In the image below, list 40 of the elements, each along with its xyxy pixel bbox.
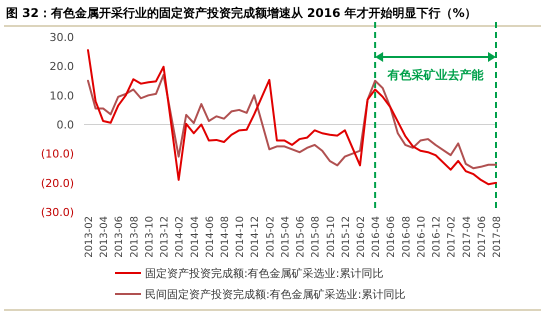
x-tick-label: 2017-02 xyxy=(446,216,458,258)
x-tick-label: 2014-12 xyxy=(250,216,262,258)
y-tick-label: (20.0) xyxy=(40,176,74,190)
y-tick-label: 10.0 xyxy=(50,89,74,102)
x-tick-label: 2013-12 xyxy=(160,216,171,258)
x-tick-label: 2015-12 xyxy=(340,216,352,258)
y-tick-label: 30.0 xyxy=(50,31,74,44)
x-tick-label: 2014-06 xyxy=(204,216,216,258)
x-tick-label: 2016-06 xyxy=(386,216,398,258)
x-tick-label: 2013-10 xyxy=(144,216,156,258)
x-tick-label: 2016-04 xyxy=(371,216,382,258)
legend-label: 固定资产投资完成额:有色金属矿采选业:累计同比 xyxy=(145,267,384,280)
x-tick-label: 2015-08 xyxy=(310,216,322,258)
x-tick-label: 2015-02 xyxy=(265,216,276,258)
x-tick-label: 2015-06 xyxy=(296,216,307,258)
x-tick-label: 2016-02 xyxy=(356,216,367,258)
x-tick-label: 2016-10 xyxy=(416,216,428,258)
legend-label: 民间固定资产投资完成额:有色金属矿采选业:累计同比 xyxy=(145,288,406,301)
line-series xyxy=(87,49,497,186)
x-tick-label: 2017-04 xyxy=(462,216,473,258)
chart-title: 图 32：有色金属开采行业的固定资产投资完成额增速从 2016 年才开始明显下行（%） xyxy=(6,6,477,20)
y-tick-label: 0.0 xyxy=(56,118,74,132)
x-tick-label: 2013-02 xyxy=(84,216,95,258)
x-tick-label: 2016-12 xyxy=(432,216,443,258)
x-tick-label: 2014-02 xyxy=(174,216,186,258)
x-tick-label: 2014-10 xyxy=(235,216,246,258)
x-tick-label: 2013-06 xyxy=(114,216,126,258)
y-tick-label: 20.0 xyxy=(50,60,74,74)
x-tick-label: 2014-04 xyxy=(190,216,201,258)
x-tick-label: 2015-10 xyxy=(326,216,337,258)
x-tick-label: 2017-06 xyxy=(476,216,488,258)
x-tick-label: 2013-08 xyxy=(129,216,140,258)
annotation: 有色采矿业去产能 xyxy=(386,68,485,82)
y-tick-label: (10.0) xyxy=(40,148,74,161)
x-tick-label: 2017-08 xyxy=(492,216,503,258)
y-tick-label: (30.0) xyxy=(40,206,74,219)
x-tick-label: 2015-04 xyxy=(280,216,292,258)
x-tick-label: 2016-08 xyxy=(401,216,412,258)
x-tick-label: 2013-04 xyxy=(99,216,110,258)
x-tick-label: 2014-08 xyxy=(220,216,231,258)
